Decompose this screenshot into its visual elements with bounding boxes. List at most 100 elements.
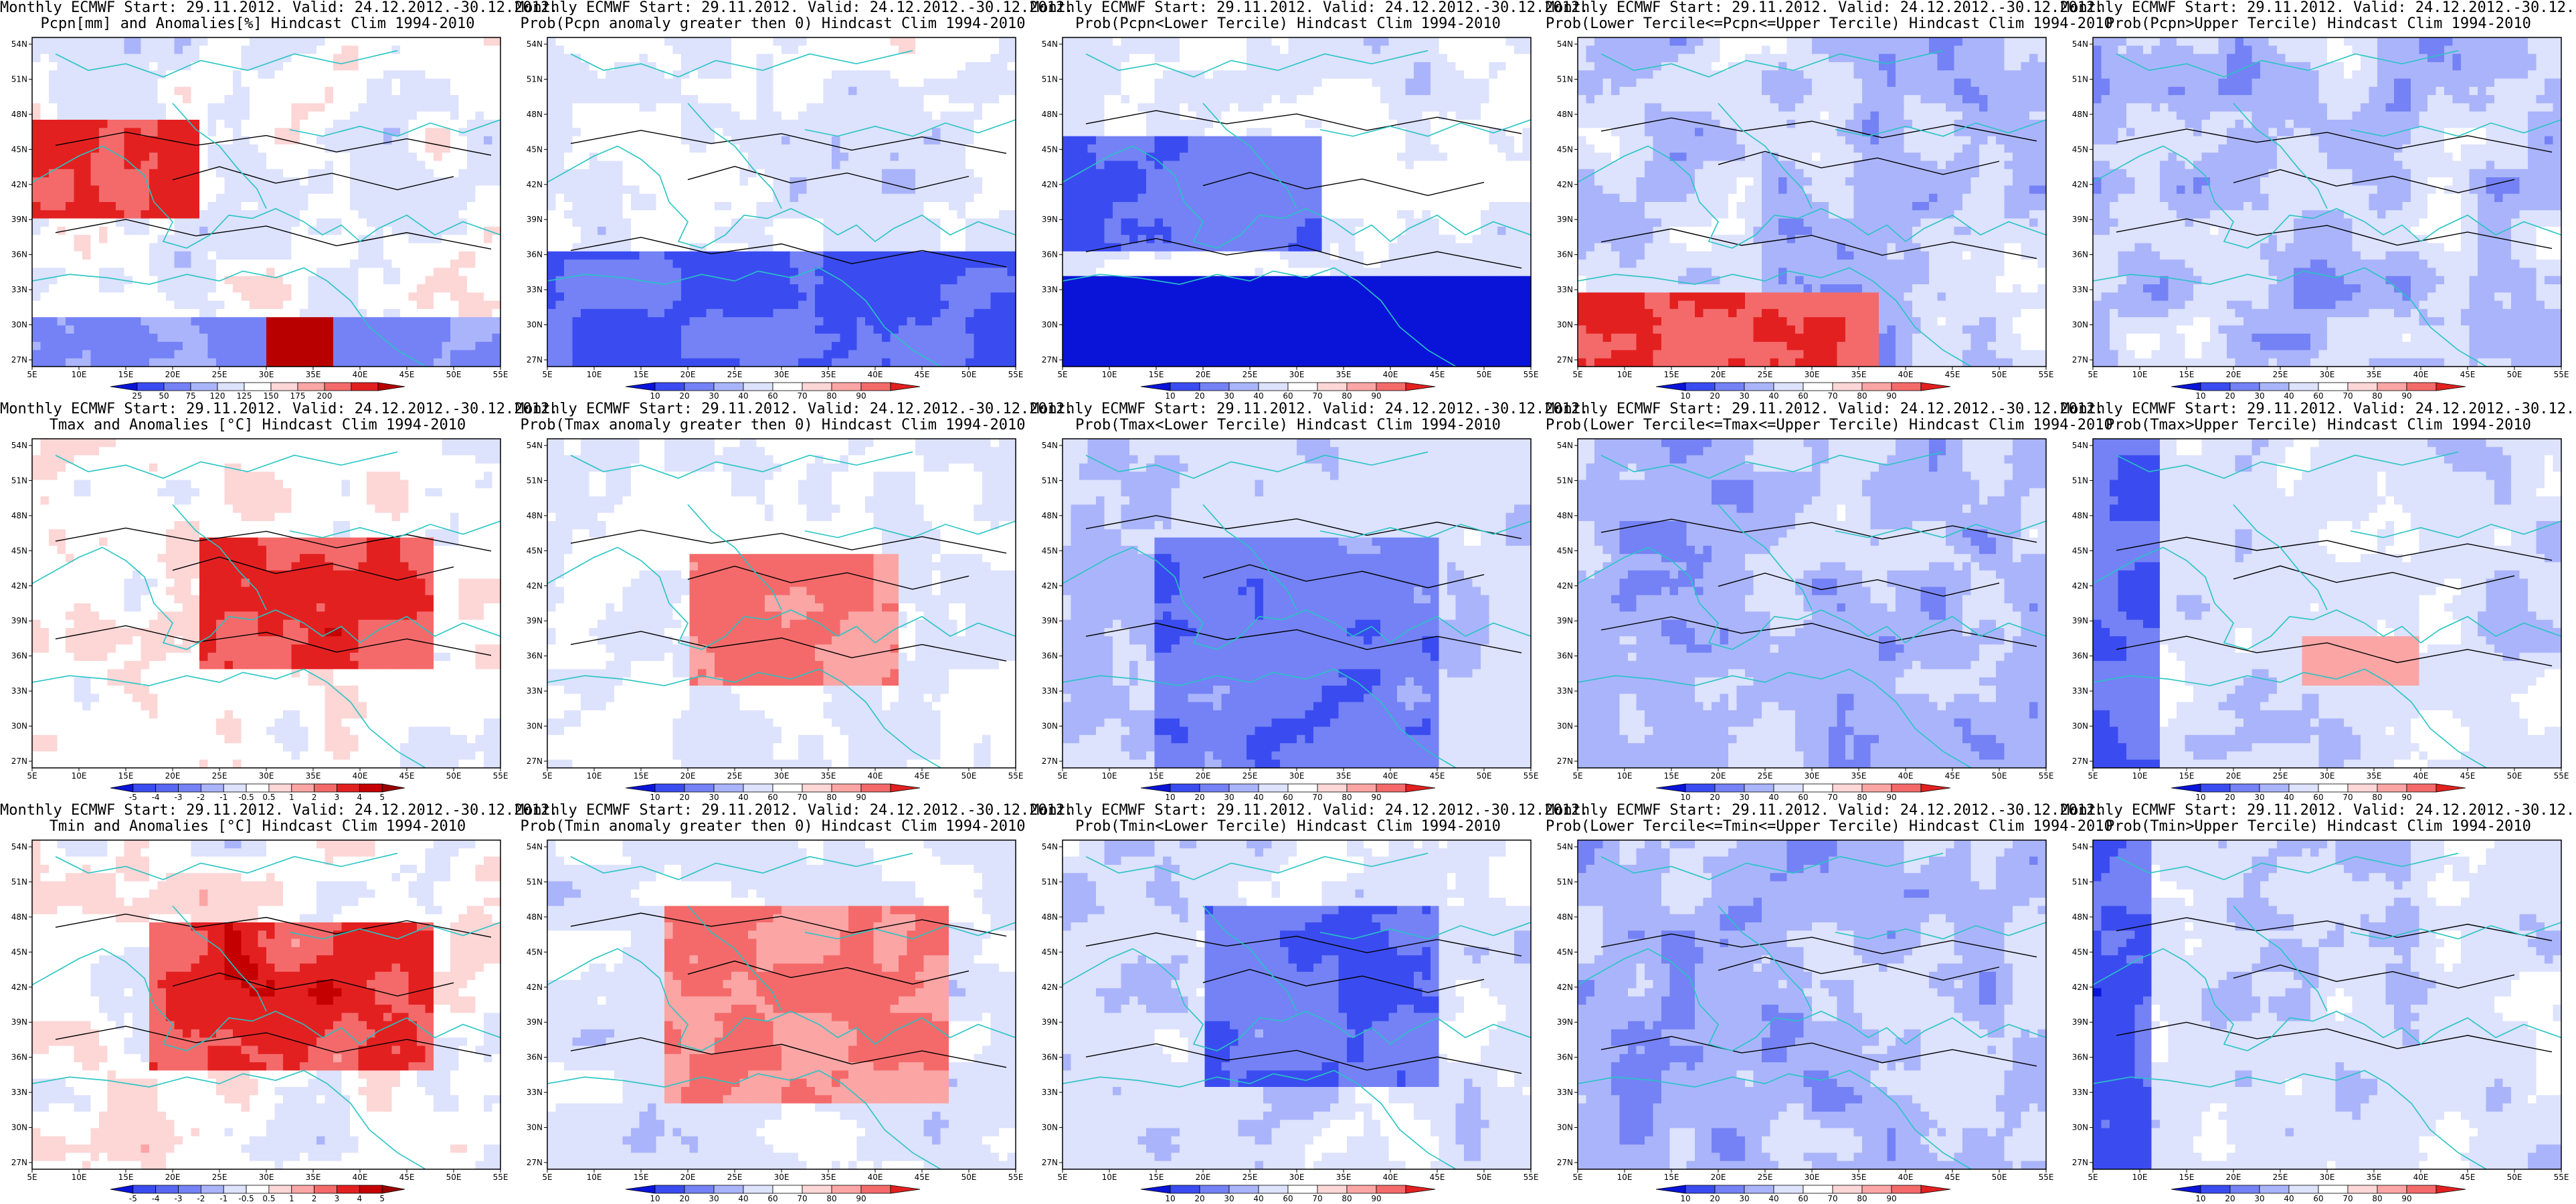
panel-title-line1: Monthly ECMWF Start: 29.11.2012. Valid: …	[1030, 803, 1588, 819]
y-tick-label: 45N	[527, 144, 543, 154]
y-tick-label: 39N	[2072, 1017, 2088, 1027]
y-tick-label: 45N	[527, 546, 543, 555]
coastline	[2092, 145, 2562, 249]
x-tick-label: 55E	[2039, 1173, 2054, 1182]
x-tick-label: 5E	[27, 370, 37, 379]
colorbar-label: 40	[1253, 1194, 1263, 1203]
colorbar-label: 40	[738, 1194, 748, 1203]
colorbar-label: -4	[152, 1194, 160, 1203]
colorbar-label: 20	[1194, 391, 1204, 401]
coastline	[1319, 119, 1532, 137]
x-tick-label: 30E	[1289, 771, 1305, 781]
x-tick-label: 25E	[2273, 370, 2288, 379]
x-tick-label: 50E	[1992, 370, 2007, 379]
y-tick-label: 36N	[1557, 651, 1573, 661]
colorbar-label: 30	[2254, 391, 2264, 401]
y-tick-label: 33N	[1042, 686, 1058, 696]
y-tick-label: 51N	[11, 74, 27, 84]
y-tick-label: 51N	[1042, 476, 1058, 485]
y-tick-label: 30N	[527, 722, 543, 731]
y-tick-label: 54N	[1557, 842, 1573, 851]
field-raster	[32, 37, 501, 367]
colorbar-label: 150	[264, 391, 279, 401]
panel-title-line1: Monthly ECMWF Start: 29.11.2012. Valid: …	[1030, 0, 1588, 16]
y-tick-label: 27N	[2072, 1158, 2088, 1167]
x-tick-label: 20E	[165, 1173, 181, 1182]
axis-ticks: 5E 10E 15E 20E 25E 30E 35E 40E 45E 50E 55E 54N 51N 48…	[11, 842, 509, 1182]
coastline	[1872, 280, 1972, 367]
colorbar-label: 80	[2372, 1194, 2382, 1203]
y-tick-label: 51N	[2072, 877, 2088, 886]
y-tick-label: 36N	[1557, 250, 1573, 260]
colorbar-label: 5	[379, 793, 385, 802]
colorbar-label: 80	[826, 1194, 836, 1203]
x-tick-label: 10E	[1617, 370, 1633, 379]
y-tick-label: 30N	[1557, 1123, 1573, 1132]
colorbar-label: 60	[2313, 793, 2323, 802]
y-tick-label: 42N	[527, 180, 543, 189]
y-tick-label: 42N	[2072, 983, 2088, 992]
colorbar-label: 40	[1253, 391, 1263, 401]
coastline	[2092, 948, 2562, 1051]
x-tick-label: 40E	[353, 771, 368, 781]
panel-title-line2: Tmin and Anomalies [°C] Hindcast Clim 19…	[0, 819, 515, 835]
coastline	[1835, 119, 2047, 137]
y-tick-label: 54N	[1042, 441, 1058, 450]
map-panel-tmax-lower: Monthly ECMWF Start: 29.11.2012. Valid: …	[1030, 401, 1588, 803]
map-svg: 5E 10E 15E 20E 25E 30E 35E 40E 45E 50E 55E 54N 51N 48…	[1042, 438, 1538, 802]
x-tick-label: 35E	[2367, 1173, 2382, 1182]
x-tick-label: 20E	[1196, 771, 1211, 781]
x-tick-label: 40E	[868, 771, 883, 781]
isoline-contours	[570, 130, 1007, 268]
colorbar-label: 30	[709, 793, 719, 802]
x-tick-label: 15E	[1664, 370, 1679, 379]
x-tick-label: 15E	[1149, 771, 1164, 781]
y-tick-label: 51N	[1042, 877, 1058, 886]
x-tick-label: 45E	[915, 1173, 930, 1182]
y-tick-label: 48N	[527, 110, 543, 119]
colorbar: 10 20 30 40 60 70 80 90	[1655, 1185, 1951, 1203]
axis-ticks: 5E 10E 15E 20E 25E 30E 35E 40E 45E 50E 55E 54N 51N 48…	[11, 39, 509, 379]
x-tick-label: 25E	[727, 370, 743, 379]
y-tick-label: 54N	[1557, 441, 1573, 450]
y-tick-label: 42N	[527, 581, 543, 591]
colorbar-label: 75	[185, 391, 195, 401]
isoline-contours	[1085, 515, 1522, 654]
x-tick-label: 50E	[1477, 771, 1492, 781]
y-tick-label: 51N	[527, 74, 543, 84]
isoline-contours	[570, 529, 1007, 662]
coastline	[804, 119, 1016, 137]
colorbar-label: -5	[129, 793, 137, 802]
coastline	[2116, 451, 2459, 479]
x-tick-label: 45E	[399, 1173, 415, 1182]
x-tick-label: 30E	[774, 771, 790, 781]
x-tick-label: 40E	[2413, 370, 2429, 379]
coastline	[2350, 922, 2562, 940]
colorbar-label: 70	[2342, 391, 2353, 401]
y-tick-label: 27N	[1042, 355, 1058, 365]
colorbar-label: 10	[1165, 1194, 1175, 1203]
coastline	[2092, 267, 2389, 285]
x-tick-label: 45E	[1430, 370, 1445, 379]
coastline	[1202, 102, 1297, 209]
panel-title-line2: Tmax and Anomalies [°C] Hindcast Clim 19…	[0, 417, 515, 433]
coastline	[172, 102, 267, 209]
axis-ticks: 5E 10E 15E 20E 25E 30E 35E 40E 45E 50E 55E 54N 51N 48…	[527, 842, 1024, 1182]
contour-line	[2116, 1021, 2553, 1053]
colorbar-label: 40	[1253, 793, 1263, 802]
contour-line	[570, 130, 1007, 155]
coastlines	[31, 852, 501, 1170]
y-tick-label: 42N	[1557, 581, 1573, 591]
x-tick-label: 35E	[1336, 771, 1352, 781]
isoline-contours	[2116, 128, 2553, 249]
x-tick-label: 20E	[165, 771, 181, 781]
colorbar-label: 60	[1798, 391, 1808, 401]
panel-title-line1: Monthly ECMWF Start: 29.11.2012. Valid: …	[2061, 0, 2576, 16]
coastlines	[547, 852, 1016, 1170]
colorbar-label: 80	[1342, 1194, 1352, 1203]
coastline	[2387, 682, 2487, 769]
panel-title-line1: Monthly ECMWF Start: 29.11.2012. Valid: …	[2061, 803, 2576, 819]
coastline	[2092, 668, 2389, 686]
coastline	[31, 145, 501, 249]
isoline-contours	[1085, 110, 1522, 269]
